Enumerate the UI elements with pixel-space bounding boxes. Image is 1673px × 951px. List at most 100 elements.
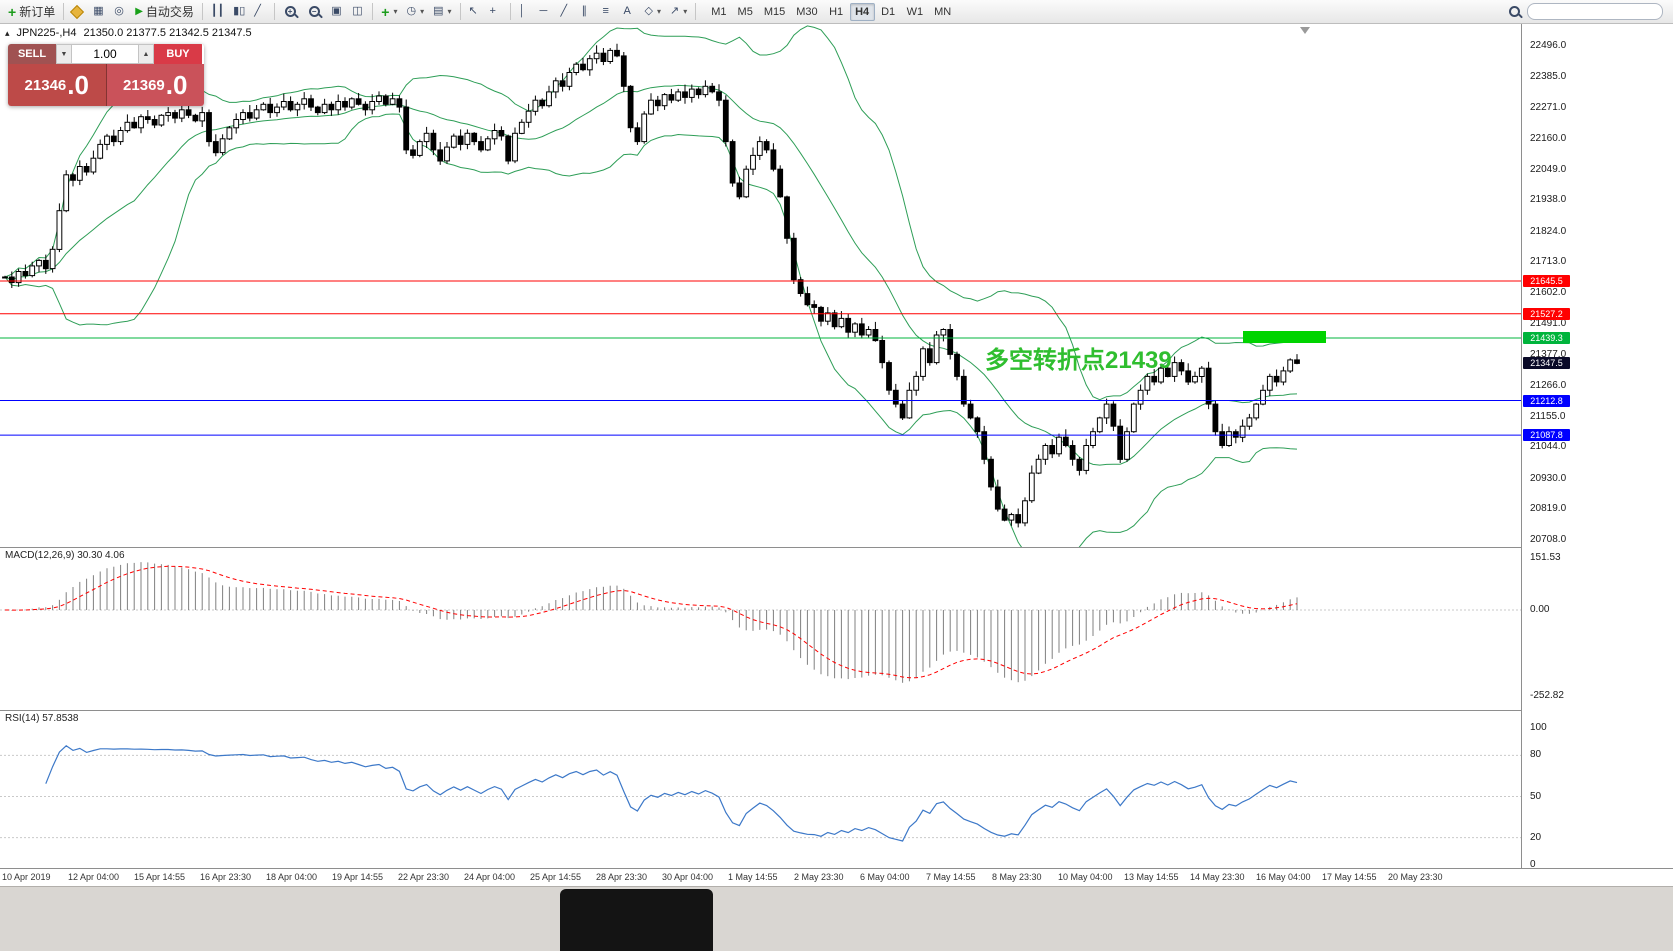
macd-axis-label: 0.00 <box>1530 604 1550 615</box>
symbol-search-input[interactable] <box>1527 3 1663 20</box>
text-tool-button[interactable]: A <box>620 2 640 22</box>
highlight-rectangle[interactable] <box>1243 331 1326 343</box>
zoom-out-button[interactable]: − <box>303 2 326 22</box>
fibonacci-button[interactable]: ≡ <box>599 2 619 22</box>
volume-up-icon: ▲ <box>142 50 150 58</box>
timeframe-d1[interactable]: D1 <box>876 3 901 21</box>
time-axis-label: 19 Apr 14:55 <box>332 872 384 882</box>
time-axis-label: 12 Apr 04:00 <box>68 872 120 882</box>
bar-chart-icon: ┃┃ <box>210 5 225 17</box>
periods-button[interactable]: ◷ <box>402 2 428 22</box>
buy-price-display[interactable]: 21369.0 <box>106 64 204 106</box>
one-click-trading-panel: SELL ▼ ▲ BUY 21346.0 21369.0 <box>8 44 204 106</box>
price-axis-label: 22271.0 <box>1530 102 1567 114</box>
shapes-icon: ◇ <box>644 5 653 17</box>
time-axis-label: 25 Apr 14:55 <box>530 872 582 882</box>
volume-increase-button[interactable]: ▲ <box>138 44 154 64</box>
price-axis-label: 20708.0 <box>1530 534 1567 545</box>
chart-shift-button[interactable]: ◫ <box>348 2 368 22</box>
toolbar-separator <box>63 3 65 20</box>
timeframe-m5[interactable]: M5 <box>733 3 758 21</box>
crosshair-button[interactable]: + <box>486 2 506 22</box>
rsi-indicator-pane[interactable] <box>0 710 1521 868</box>
navigator-button[interactable]: ◎ <box>110 2 130 22</box>
rsi-axis-label: 80 <box>1530 749 1542 761</box>
zoom-in-button[interactable]: + <box>279 2 302 22</box>
candlestick-chart-button[interactable]: ▮▯ <box>229 2 249 22</box>
main-price-chart[interactable] <box>0 24 1521 547</box>
text-tool-icon: A <box>623 5 631 17</box>
autotrade-play-icon: ▶ <box>135 5 143 17</box>
macd-indicator-pane[interactable] <box>0 547 1521 710</box>
time-axis-label: 30 Apr 04:00 <box>662 872 714 882</box>
timeframe-h4[interactable]: H4 <box>849 2 875 21</box>
rsi-axis-label: 20 <box>1530 831 1542 843</box>
level-price-badge[interactable]: 21439.3 <box>1523 331 1570 344</box>
sell-price-display[interactable]: 21346.0 <box>8 64 107 106</box>
market-watch-button[interactable] <box>68 2 88 22</box>
level-price-badge[interactable]: 21212.8 <box>1523 394 1570 407</box>
level-price-badge[interactable]: 21527.2 <box>1523 307 1570 320</box>
data-window-button[interactable]: ▦ <box>89 2 109 22</box>
trade-panel-top-row: SELL ▼ ▲ BUY <box>8 44 204 64</box>
line-chart-button[interactable]: ╱ <box>250 2 270 22</box>
toolbar-right-group <box>1507 3 1669 20</box>
timeframe-mn[interactable]: MN <box>929 3 956 21</box>
price-axis-label: 21377.0 <box>1530 349 1567 361</box>
level-price-badge[interactable]: 21645.5 <box>1523 274 1570 287</box>
time-axis-label: 16 May 04:00 <box>1256 872 1311 882</box>
timeframe-m15[interactable]: M15 <box>759 3 790 21</box>
time-axis-label: 14 May 23:30 <box>1190 872 1245 882</box>
arrow-tool-icon: ↗ <box>670 5 680 17</box>
cursor-button[interactable]: ↖ <box>465 2 485 22</box>
timeframe-w1[interactable]: W1 <box>902 3 929 21</box>
main-toolbar: + 新订单 ▦ ◎ ▶ 自动交易 ┃┃ ▮▯ ╱ + − ▣ ◫ + ◷ ▤ ↖… <box>0 0 1673 24</box>
sell-button[interactable]: SELL <box>8 44 56 64</box>
trendline-button[interactable]: ╱ <box>557 2 577 22</box>
time-axis-label: 17 May 14:55 <box>1322 872 1377 882</box>
pane-separator <box>0 868 1673 869</box>
current-price-badge[interactable]: 21347.5 <box>1523 357 1570 370</box>
time-axis-label: 15 Apr 14:55 <box>134 872 186 882</box>
timeframe-h1[interactable]: H1 <box>824 3 849 21</box>
time-axis-label: 13 May 14:55 <box>1124 872 1179 882</box>
sell-price-base: 21346 <box>24 76 67 94</box>
new-order-button[interactable]: + 新订单 <box>4 2 59 22</box>
channel-button[interactable]: ∥ <box>578 2 598 22</box>
chart-annotation-text[interactable]: 多空转折点21439 <box>985 347 1172 374</box>
rsi-label: RSI(14) 57.8538 <box>5 713 79 724</box>
price-axis-label: 20819.0 <box>1530 503 1567 515</box>
volume-decrease-button[interactable]: ▼ <box>56 44 72 64</box>
timeframe-toolbar: M1 M5 M15 M30 H1 H4 D1 W1 MN <box>706 2 956 21</box>
indicators-button[interactable]: + <box>377 2 401 22</box>
price-axis-label: 21155.0 <box>1530 410 1566 422</box>
zoom-in-icon: + <box>283 4 298 19</box>
rsi-axis-label: 50 <box>1530 790 1542 802</box>
volume-input[interactable] <box>72 44 138 64</box>
vertical-line-button[interactable]: │ <box>515 2 535 22</box>
toolbar-separator <box>201 3 203 20</box>
bottom-bar <box>0 886 1673 951</box>
chart-window: ▴ JPN225-,H4 21350.0 21377.5 21342.5 213… <box>0 24 1673 886</box>
macd-axis-label: 151.53 <box>1530 552 1561 564</box>
bar-chart-button[interactable]: ┃┃ <box>207 2 228 22</box>
pane-separator[interactable] <box>0 547 1673 548</box>
candlestick-chart-icon: ▮▯ <box>233 5 246 17</box>
horizontal-line-button[interactable]: ─ <box>536 2 556 22</box>
buy-button[interactable]: BUY <box>154 44 202 64</box>
search-icon[interactable] <box>1507 4 1522 19</box>
timeframe-m30[interactable]: M30 <box>791 3 822 21</box>
pane-separator[interactable] <box>0 710 1673 711</box>
taskbar-panel[interactable] <box>560 889 713 951</box>
level-price-badge[interactable]: 21087.8 <box>1523 429 1570 442</box>
timeframe-m1[interactable]: M1 <box>706 3 731 21</box>
sell-price-big-digits: .0 <box>67 70 89 100</box>
shapes-button[interactable]: ◇ <box>641 2 665 22</box>
arrows-button[interactable]: ↗ <box>666 2 691 22</box>
time-axis[interactable]: 10 Apr 2019 12 Apr 04:00 15 Apr 14:55 16 Ap… <box>0 868 1673 886</box>
autotrade-button[interactable]: ▶ 自动交易 <box>131 2 198 22</box>
templates-button[interactable]: ▤ <box>429 2 455 22</box>
price-axis[interactable]: 22496.0 22385.0 22271.0 22160.0 22049.0 21938… <box>1522 24 1673 870</box>
macd-label: MACD(12,26,9) 30.30 4.06 <box>5 550 125 561</box>
auto-scroll-button[interactable]: ▣ <box>327 2 347 22</box>
